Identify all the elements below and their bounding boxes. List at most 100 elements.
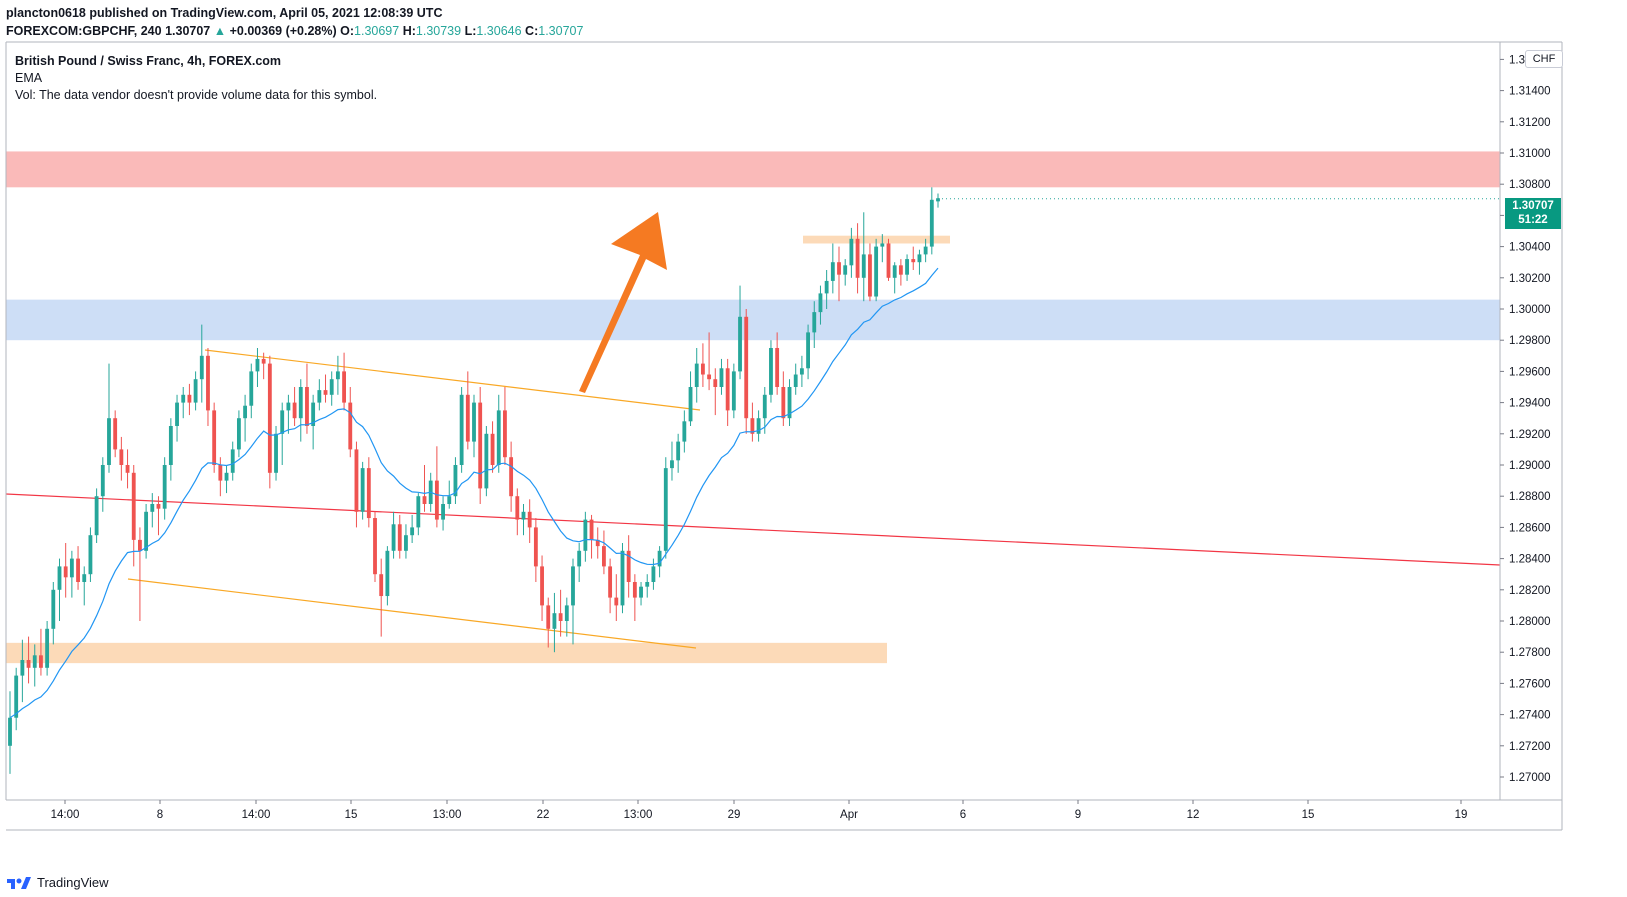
footer-brand[interactable]: TradingView (37, 874, 109, 890)
close-label: C: (525, 24, 539, 38)
candle-body (799, 368, 804, 375)
candle-body (880, 243, 885, 247)
candle-body (434, 480, 439, 520)
candle-body (700, 363, 705, 375)
candle-body (898, 265, 903, 275)
y-tick-label: 1.27200 (1509, 741, 1551, 753)
x-tick-label: 12 (1187, 809, 1200, 821)
candle-body (76, 558, 80, 582)
currency-badge[interactable]: CHF (1525, 50, 1563, 68)
candle-body (744, 316, 749, 419)
x-tick-label: 22 (537, 809, 550, 821)
high-label: H: (402, 24, 416, 38)
y-tick-label: 1.31400 (1509, 86, 1551, 98)
candle-body (230, 449, 235, 473)
chart-legend: British Pound / Swiss Franc, 4h, FOREX.c… (15, 53, 377, 104)
candle-body (552, 613, 557, 629)
candle-body (645, 582, 650, 587)
candle-body (397, 524, 402, 551)
y-tick-label: 1.29000 (1509, 460, 1551, 472)
y-tick-label: 1.27800 (1509, 647, 1551, 659)
zones-layer (6, 151, 1500, 664)
candle-body (32, 655, 37, 668)
legend-title[interactable]: British Pound / Swiss Franc, 4h, FOREX.c… (15, 54, 282, 68)
candle-body (51, 589, 56, 629)
candle-body (558, 613, 563, 621)
candle-body (855, 238, 860, 278)
candle-body (725, 368, 730, 411)
candle-body (255, 358, 260, 372)
candle-body (39, 655, 43, 668)
candle-body (57, 566, 62, 590)
candle-body (694, 363, 699, 387)
ohlc-line: FOREXCOM:GBPCHF, 240 1.30707 ▲ +0.00369 … (6, 22, 583, 40)
ema-line (9, 267, 939, 719)
candle-body (787, 387, 792, 419)
x-tick-label: 15 (1302, 809, 1315, 821)
candle-body (837, 262, 841, 275)
candle-body (564, 605, 569, 621)
candle-body (317, 390, 322, 403)
candle-body (769, 348, 773, 395)
candle-body (478, 402, 483, 489)
candle-body (595, 539, 600, 547)
candle-body (360, 468, 365, 512)
candle-body (762, 394, 767, 419)
candle-body (911, 259, 916, 263)
candle-body (193, 379, 198, 403)
candle-body (267, 363, 272, 473)
candle-body (441, 504, 445, 520)
y-tick-label: 1.28000 (1509, 616, 1551, 628)
candle-body (818, 293, 823, 313)
candle-body (94, 496, 99, 536)
candle-body (632, 582, 637, 598)
candle-body (286, 402, 291, 411)
candle-body (929, 199, 934, 247)
y-tick-label: 1.27400 (1509, 710, 1551, 722)
y-tick-label: 1.29600 (1509, 366, 1551, 378)
y-tick-label: 1.31000 (1509, 148, 1551, 160)
candle-body (602, 546, 606, 567)
candle-body (639, 586, 643, 598)
candle-body (156, 504, 161, 509)
x-tick-label: 8 (157, 809, 163, 821)
drawings-layer (5, 212, 1501, 649)
candle-body (540, 566, 544, 606)
candle-body (533, 527, 538, 567)
candle-body (936, 198, 940, 202)
candle-body (107, 418, 111, 465)
candle-body (849, 238, 854, 266)
legend-ema[interactable]: EMA (15, 71, 43, 85)
candle-body (843, 265, 848, 275)
candle-body (131, 472, 136, 540)
x-tick-label: 14:00 (242, 809, 271, 821)
price-change: +0.00369 (+0.28%) (229, 24, 337, 38)
candle-body (793, 374, 798, 387)
candle-body (342, 371, 346, 403)
candle-body (404, 535, 408, 551)
candle-body (620, 550, 625, 606)
candle-body (274, 433, 278, 473)
candle-body (119, 449, 124, 465)
candle-body (465, 394, 470, 442)
candle-body (236, 418, 241, 450)
candle-body (868, 254, 872, 297)
y-tick-label: 1.28200 (1509, 585, 1551, 597)
candle-body (670, 460, 674, 469)
long-trendline (5, 493, 1501, 566)
x-tick-label: 6 (960, 809, 966, 821)
candle-body (162, 465, 167, 509)
candle-body (385, 550, 390, 597)
last-price-tag-value: 1.30707 (1512, 200, 1554, 212)
low-label: L: (464, 24, 477, 38)
x-tick-label: 13:00 (433, 809, 462, 821)
candle-body (731, 371, 736, 411)
candle-body (496, 410, 501, 465)
y-tick-label: 1.27000 (1509, 772, 1551, 784)
legend-volume[interactable]: Vol: The data vendor doesn't provide vol… (15, 88, 378, 102)
candle-body (249, 371, 254, 406)
candle-body (886, 243, 891, 278)
candle-body (199, 355, 204, 380)
candle-body (8, 717, 12, 746)
